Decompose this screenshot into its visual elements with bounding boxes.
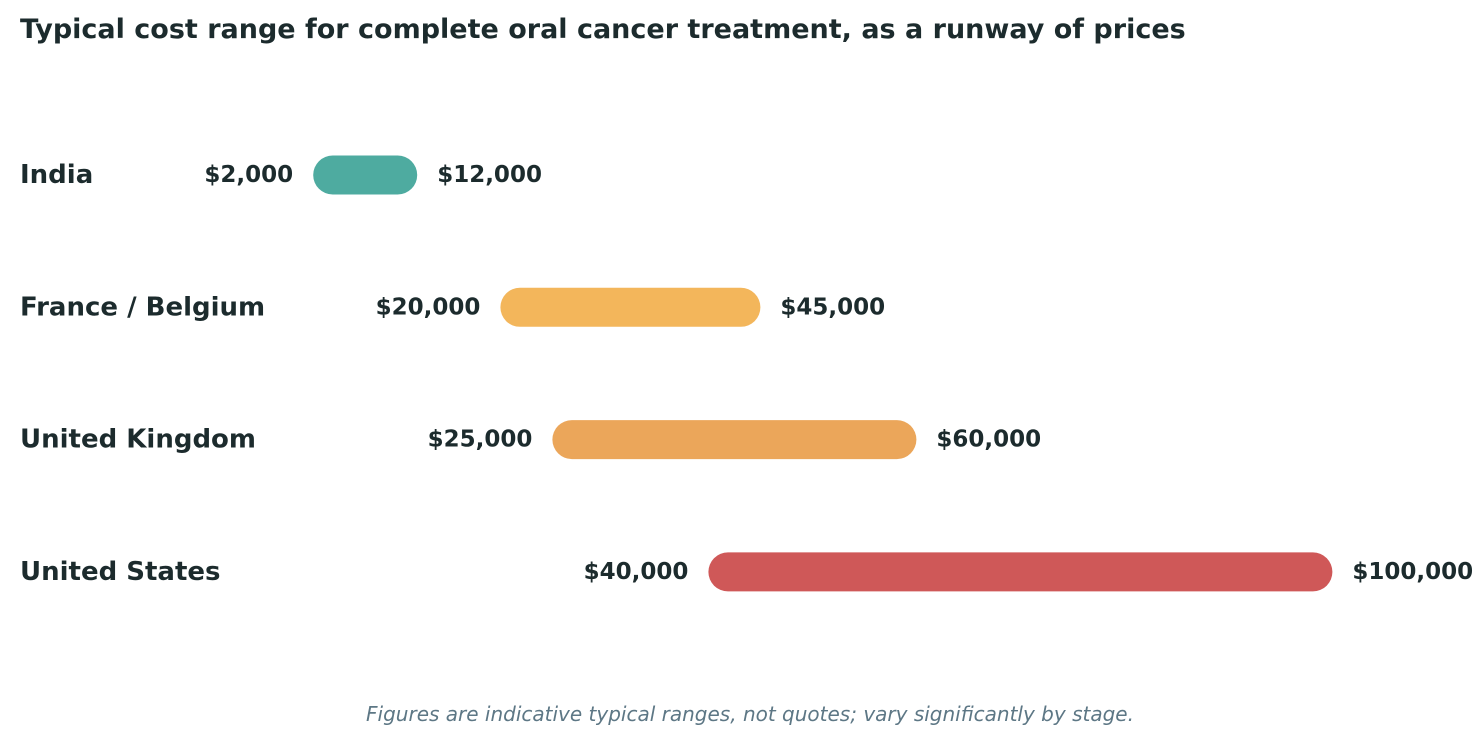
high-value-label-united-kingdom: $60,000 <box>936 427 1041 453</box>
low-value-label-france-belgium: $20,000 <box>376 294 481 320</box>
range-bar-united-kingdom <box>552 420 917 460</box>
category-label-united-states: United States <box>20 557 221 587</box>
chart-footnote: Figures are indicative typical ranges, n… <box>366 702 1134 726</box>
high-value-label-france-belgium: $45,000 <box>780 294 885 320</box>
high-value-label-united-states: $100,000 <box>1352 559 1473 585</box>
category-label-united-kingdom: United Kingdom <box>20 425 256 455</box>
range-bar-france-belgium <box>500 287 761 327</box>
low-value-label-united-states: $40,000 <box>584 559 689 585</box>
low-value-label-india: $2,000 <box>204 162 293 188</box>
high-value-label-india: $12,000 <box>437 162 542 188</box>
range-bar-united-states <box>708 552 1333 592</box>
category-label-india: India <box>20 160 93 190</box>
low-value-label-united-kingdom: $25,000 <box>428 427 533 453</box>
chart-title: Typical cost range for complete oral can… <box>20 14 1186 45</box>
range-bar-india <box>313 155 418 195</box>
category-label-france-belgium: France / Belgium <box>20 292 265 322</box>
